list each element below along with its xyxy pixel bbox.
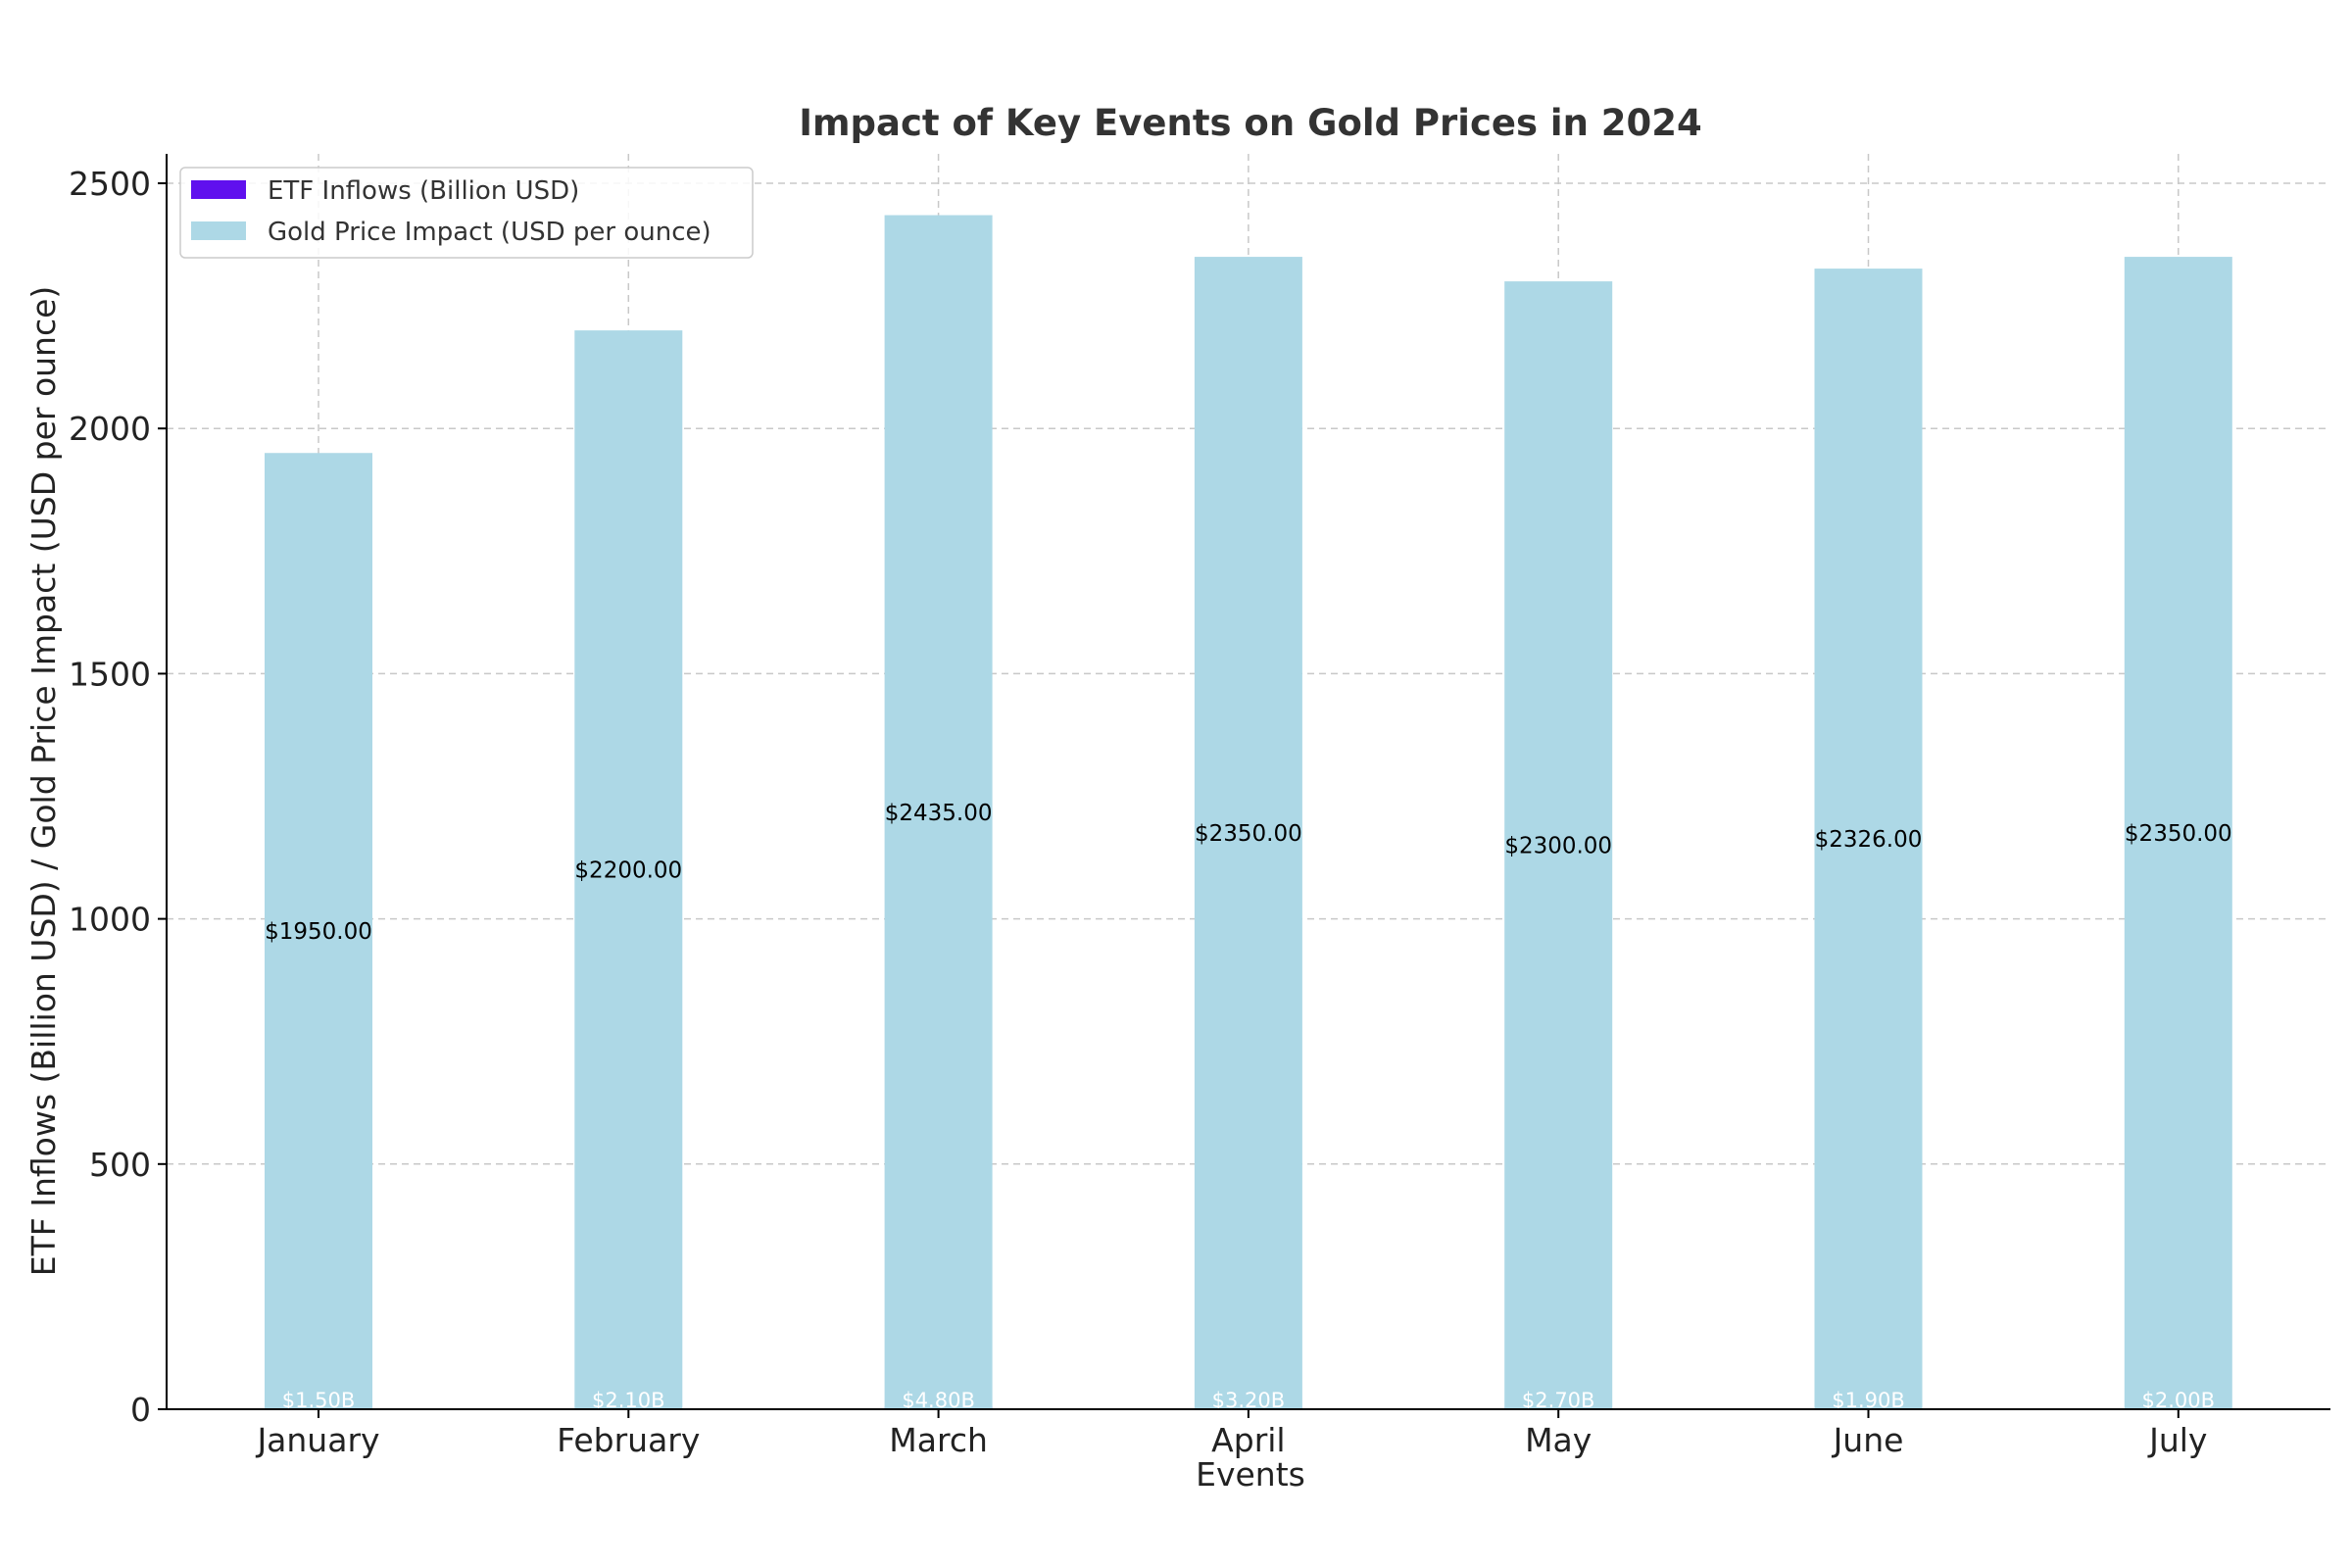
bar-gold-price [574, 330, 683, 1409]
ticks-layer: 0 500 1000 1500 2000 2500 January February March… [69, 165, 2207, 1459]
x-tick-label: March [889, 1421, 988, 1459]
bars-layer [265, 215, 2232, 1409]
legend-swatch-etf [191, 180, 246, 199]
x-axis-title: Events [1196, 1455, 1305, 1494]
data-label-gold-price: $2300.00 [1504, 834, 1612, 859]
chart-title: Impact of Key Events on Gold Prices in 2… [799, 102, 1702, 144]
bar-gold-price [884, 215, 993, 1409]
data-label-gold-price: $2326.00 [1815, 827, 1923, 853]
bar-gold-price [1814, 269, 1923, 1409]
data-label-gold-price: $1950.00 [265, 919, 372, 945]
bar-gold-price [1194, 257, 1302, 1409]
x-tick-label: May [1525, 1421, 1592, 1459]
legend-label-gold-price: Gold Price Impact (USD per ounce) [268, 218, 711, 247]
x-tick-label: April [1211, 1421, 1285, 1459]
bar-gold-price [2124, 257, 2232, 1409]
y-tick-label: 1500 [69, 655, 151, 693]
bar-gold-price [265, 453, 372, 1409]
x-tick-label: February [557, 1421, 700, 1459]
bar-gold-price [1504, 281, 1613, 1409]
y-tick-label: 1000 [69, 901, 151, 939]
x-tick-label: July [2147, 1421, 2207, 1459]
legend-box [179, 167, 754, 259]
data-label-gold-price: $2200.00 [574, 858, 682, 884]
y-tick-label: 0 [130, 1391, 151, 1429]
legend-swatch-gold-price [191, 221, 246, 240]
x-tick-label: June [1832, 1421, 1904, 1459]
legend-label-etf: ETF Inflows (Billion USD) [268, 176, 579, 206]
legend: ETF Inflows (Billion USD) Gold Price Imp… [179, 167, 754, 259]
data-label-gold-price: $2350.00 [1195, 821, 1302, 847]
y-tick-label: 2500 [69, 165, 151, 203]
y-tick-label: 2000 [69, 410, 151, 448]
x-tick-label: January [255, 1421, 379, 1459]
data-label-gold-price: $2435.00 [885, 801, 993, 826]
y-axis-title: ETF Inflows (Billion USD) / Gold Price I… [24, 286, 63, 1277]
data-label-gold-price: $2350.00 [2125, 821, 2232, 847]
y-tick-label: 500 [89, 1146, 151, 1184]
